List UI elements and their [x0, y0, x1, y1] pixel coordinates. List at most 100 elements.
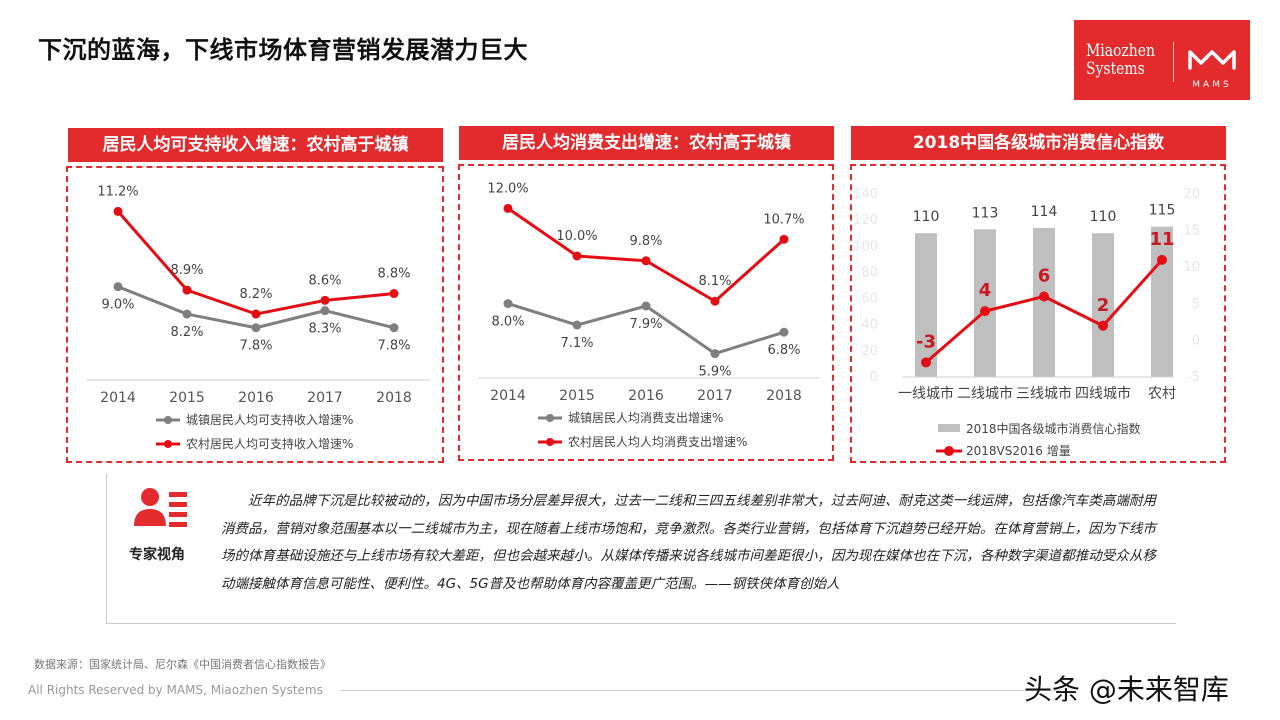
- bar: [974, 229, 996, 377]
- data-point: [572, 320, 582, 330]
- data-label: 8.9%: [170, 263, 203, 278]
- panel-3-box: 0 20 40 60 80 100 120 140 -5 0 5 10 15 20 110 113 114 110…: [850, 164, 1226, 463]
- income-growth-chart: 2014 2015 2016 2017 2018 9.0% 8.2% 7.8% 8.3% 7.8%…: [86, 184, 430, 451]
- x-tick-label: 2016: [628, 388, 664, 404]
- y-right-tick-label: 10: [1183, 260, 1200, 275]
- data-label: 11.2%: [97, 184, 138, 199]
- increment-label: 11: [1149, 229, 1174, 250]
- data-point: [251, 323, 261, 333]
- expert-text: 近年的品牌下沉是比较被动的，因为中国市场分层差异很大，过去一二线和三四五线差别非…: [221, 493, 1156, 592]
- x-tick-label: 四线城市: [1075, 385, 1131, 402]
- legend-marker: [164, 440, 172, 448]
- increment-point: [1157, 254, 1167, 265]
- data-point: [251, 309, 261, 319]
- legend-bar-label: 2018中国各级城市消费信心指数: [966, 421, 1141, 436]
- y-left-tick-label: 80: [861, 265, 878, 280]
- legend-line-label: 2018VS2016 增量: [966, 444, 1071, 458]
- bar-value-label: 113: [972, 205, 999, 221]
- data-label: 6.8%: [767, 343, 800, 358]
- data-label: 8.6%: [308, 273, 341, 288]
- panel-3-title: 2018中国各级城市消费信心指数: [851, 126, 1226, 160]
- x-tick-label: 2017: [697, 388, 733, 404]
- x-tick-label: 2018: [766, 388, 802, 404]
- data-label: 12.0%: [487, 181, 528, 196]
- increment-label: -3: [916, 331, 936, 352]
- legend-label: 城镇居民人均消费支出增速%: [568, 411, 723, 425]
- x-tick-label: 2015: [559, 388, 595, 404]
- data-label: 9.0%: [101, 298, 134, 313]
- data-point: [113, 282, 123, 292]
- panel-2-title: 居民人均消费支出增速：农村高于城镇: [459, 126, 834, 160]
- data-point: [113, 206, 123, 216]
- bar-value-label: 115: [1149, 203, 1176, 219]
- data-point: [710, 349, 720, 359]
- panel-1-box: 2014 2015 2016 2017 2018 9.0% 8.2% 7.8% 8.3% 7.8%…: [66, 166, 444, 463]
- consumption-growth-chart: 2014 2015 2016 2017 2018 8.0% 7.1% 7.9% 5.9% 6.8%…: [478, 181, 820, 449]
- increment-point: [980, 306, 990, 317]
- footer-divider: [340, 690, 1060, 691]
- x-tick-label: 农村: [1148, 386, 1176, 402]
- logo-line-2: Systems: [1086, 59, 1145, 79]
- legend-label: 农村居民人均可支持收入增速%: [186, 436, 353, 451]
- data-source: 数据来源：国家统计局、尼尔森《中国消费者信心指数报告》: [34, 658, 331, 671]
- data-label: 10.7%: [763, 212, 804, 227]
- y-left-tick-label: 0: [870, 370, 878, 385]
- legend-label: 城镇居民人均可支持收入增速%: [186, 412, 353, 427]
- increment-label: 6: [1038, 265, 1051, 286]
- data-label: 8.3%: [308, 322, 341, 337]
- bar: [1033, 227, 1055, 377]
- expert-user-list-icon: [134, 488, 187, 527]
- data-point: [503, 203, 513, 213]
- data-point: [320, 306, 330, 316]
- bar-value-label: 110: [1090, 209, 1117, 225]
- legend-marker: [164, 416, 172, 424]
- x-tick-label: 2015: [169, 390, 205, 406]
- logo-separator: [1173, 42, 1174, 82]
- data-point: [320, 295, 330, 305]
- data-label: 7.9%: [629, 317, 662, 332]
- legend-marker: [546, 438, 554, 446]
- y-left-tick-label: 40: [861, 318, 878, 333]
- series-line: [507, 207, 786, 303]
- mams-logo-icon: [1188, 50, 1236, 70]
- bar: [915, 233, 937, 377]
- x-tick-label: 二线城市: [957, 385, 1013, 402]
- legend-marker: [546, 414, 554, 422]
- legend-line-marker: [944, 446, 954, 456]
- y-left-tick-label: 100: [853, 239, 878, 254]
- panel-1-title: 居民人均可支持收入增速：农村高于城镇: [68, 128, 443, 162]
- data-point: [389, 289, 399, 299]
- copyright: All Rights Reserved by MAMS, Miaozhen Sy…: [28, 683, 323, 697]
- data-label: 7.1%: [560, 336, 593, 351]
- y-right-tick-label: 20: [1183, 187, 1200, 202]
- x-tick-label: 2016: [238, 390, 274, 406]
- bar-value-label: 114: [1031, 204, 1058, 220]
- data-point: [389, 323, 399, 333]
- data-point: [779, 327, 789, 337]
- x-tick-label: 三线城市: [1016, 385, 1072, 402]
- watermark: 头条 @未来智库: [1024, 673, 1229, 706]
- y-right-tick-label: 15: [1183, 224, 1200, 239]
- data-label: 8.0%: [491, 315, 524, 330]
- data-label: 8.2%: [170, 325, 203, 340]
- y-left-tick-label: 20: [861, 344, 878, 359]
- brand-logo: Miaozhen Systems MAMS: [1074, 20, 1250, 100]
- x-tick-label: 2014: [100, 390, 136, 406]
- y-left-tick-label: 140: [853, 187, 878, 202]
- data-point: [182, 285, 192, 295]
- data-point: [641, 256, 651, 266]
- data-point: [572, 251, 582, 261]
- data-label: 8.2%: [239, 287, 272, 302]
- page-title: 下沉的蓝海，下线市场体育营销发展潜力巨大: [38, 36, 528, 64]
- logo-sub: MAMS: [1192, 80, 1232, 90]
- y-right-tick-label: 0: [1192, 333, 1200, 348]
- data-label: 5.9%: [698, 365, 731, 380]
- data-label: 7.8%: [239, 339, 272, 354]
- x-tick-label: 一线城市: [898, 385, 954, 402]
- x-tick-label: 2014: [490, 388, 526, 404]
- increment-point: [1098, 320, 1108, 331]
- increment-label: 2: [1097, 295, 1110, 316]
- data-label: 10.0%: [556, 229, 597, 244]
- increment-point: [921, 357, 931, 368]
